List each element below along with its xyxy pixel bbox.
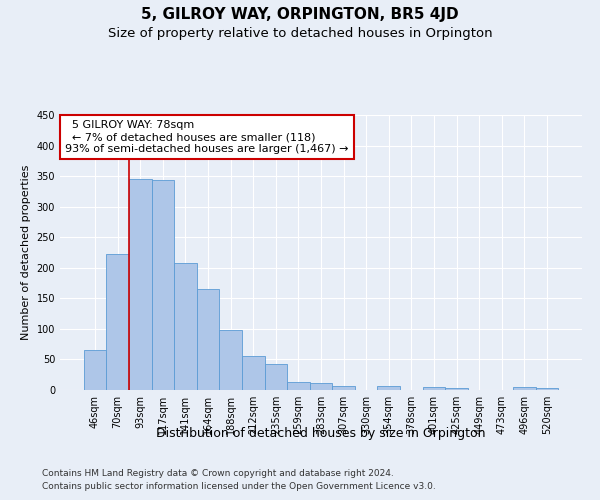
Bar <box>287 382 310 390</box>
Y-axis label: Number of detached properties: Number of detached properties <box>21 165 31 340</box>
Bar <box>513 387 536 390</box>
Text: Contains public sector information licensed under the Open Government Licence v3: Contains public sector information licen… <box>42 482 436 491</box>
Text: Contains HM Land Registry data © Crown copyright and database right 2024.: Contains HM Land Registry data © Crown c… <box>42 468 394 477</box>
Text: Size of property relative to detached houses in Orpington: Size of property relative to detached ho… <box>107 28 493 40</box>
Bar <box>536 388 558 390</box>
Bar <box>152 180 174 390</box>
Bar <box>445 388 468 390</box>
Bar <box>310 382 332 390</box>
Bar <box>422 387 445 390</box>
Bar <box>265 364 287 390</box>
Bar <box>174 263 197 390</box>
Bar <box>197 289 220 390</box>
Bar <box>332 386 355 390</box>
Text: Distribution of detached houses by size in Orpington: Distribution of detached houses by size … <box>156 428 486 440</box>
Text: 5, GILROY WAY, ORPINGTON, BR5 4JD: 5, GILROY WAY, ORPINGTON, BR5 4JD <box>141 8 459 22</box>
Bar <box>377 386 400 390</box>
Bar <box>220 330 242 390</box>
Bar <box>106 254 129 390</box>
Bar <box>84 350 106 390</box>
Text: 5 GILROY WAY: 78sqm
  ← 7% of detached houses are smaller (118)
93% of semi-deta: 5 GILROY WAY: 78sqm ← 7% of detached hou… <box>65 120 349 154</box>
Bar <box>129 178 152 390</box>
Bar <box>242 356 265 390</box>
